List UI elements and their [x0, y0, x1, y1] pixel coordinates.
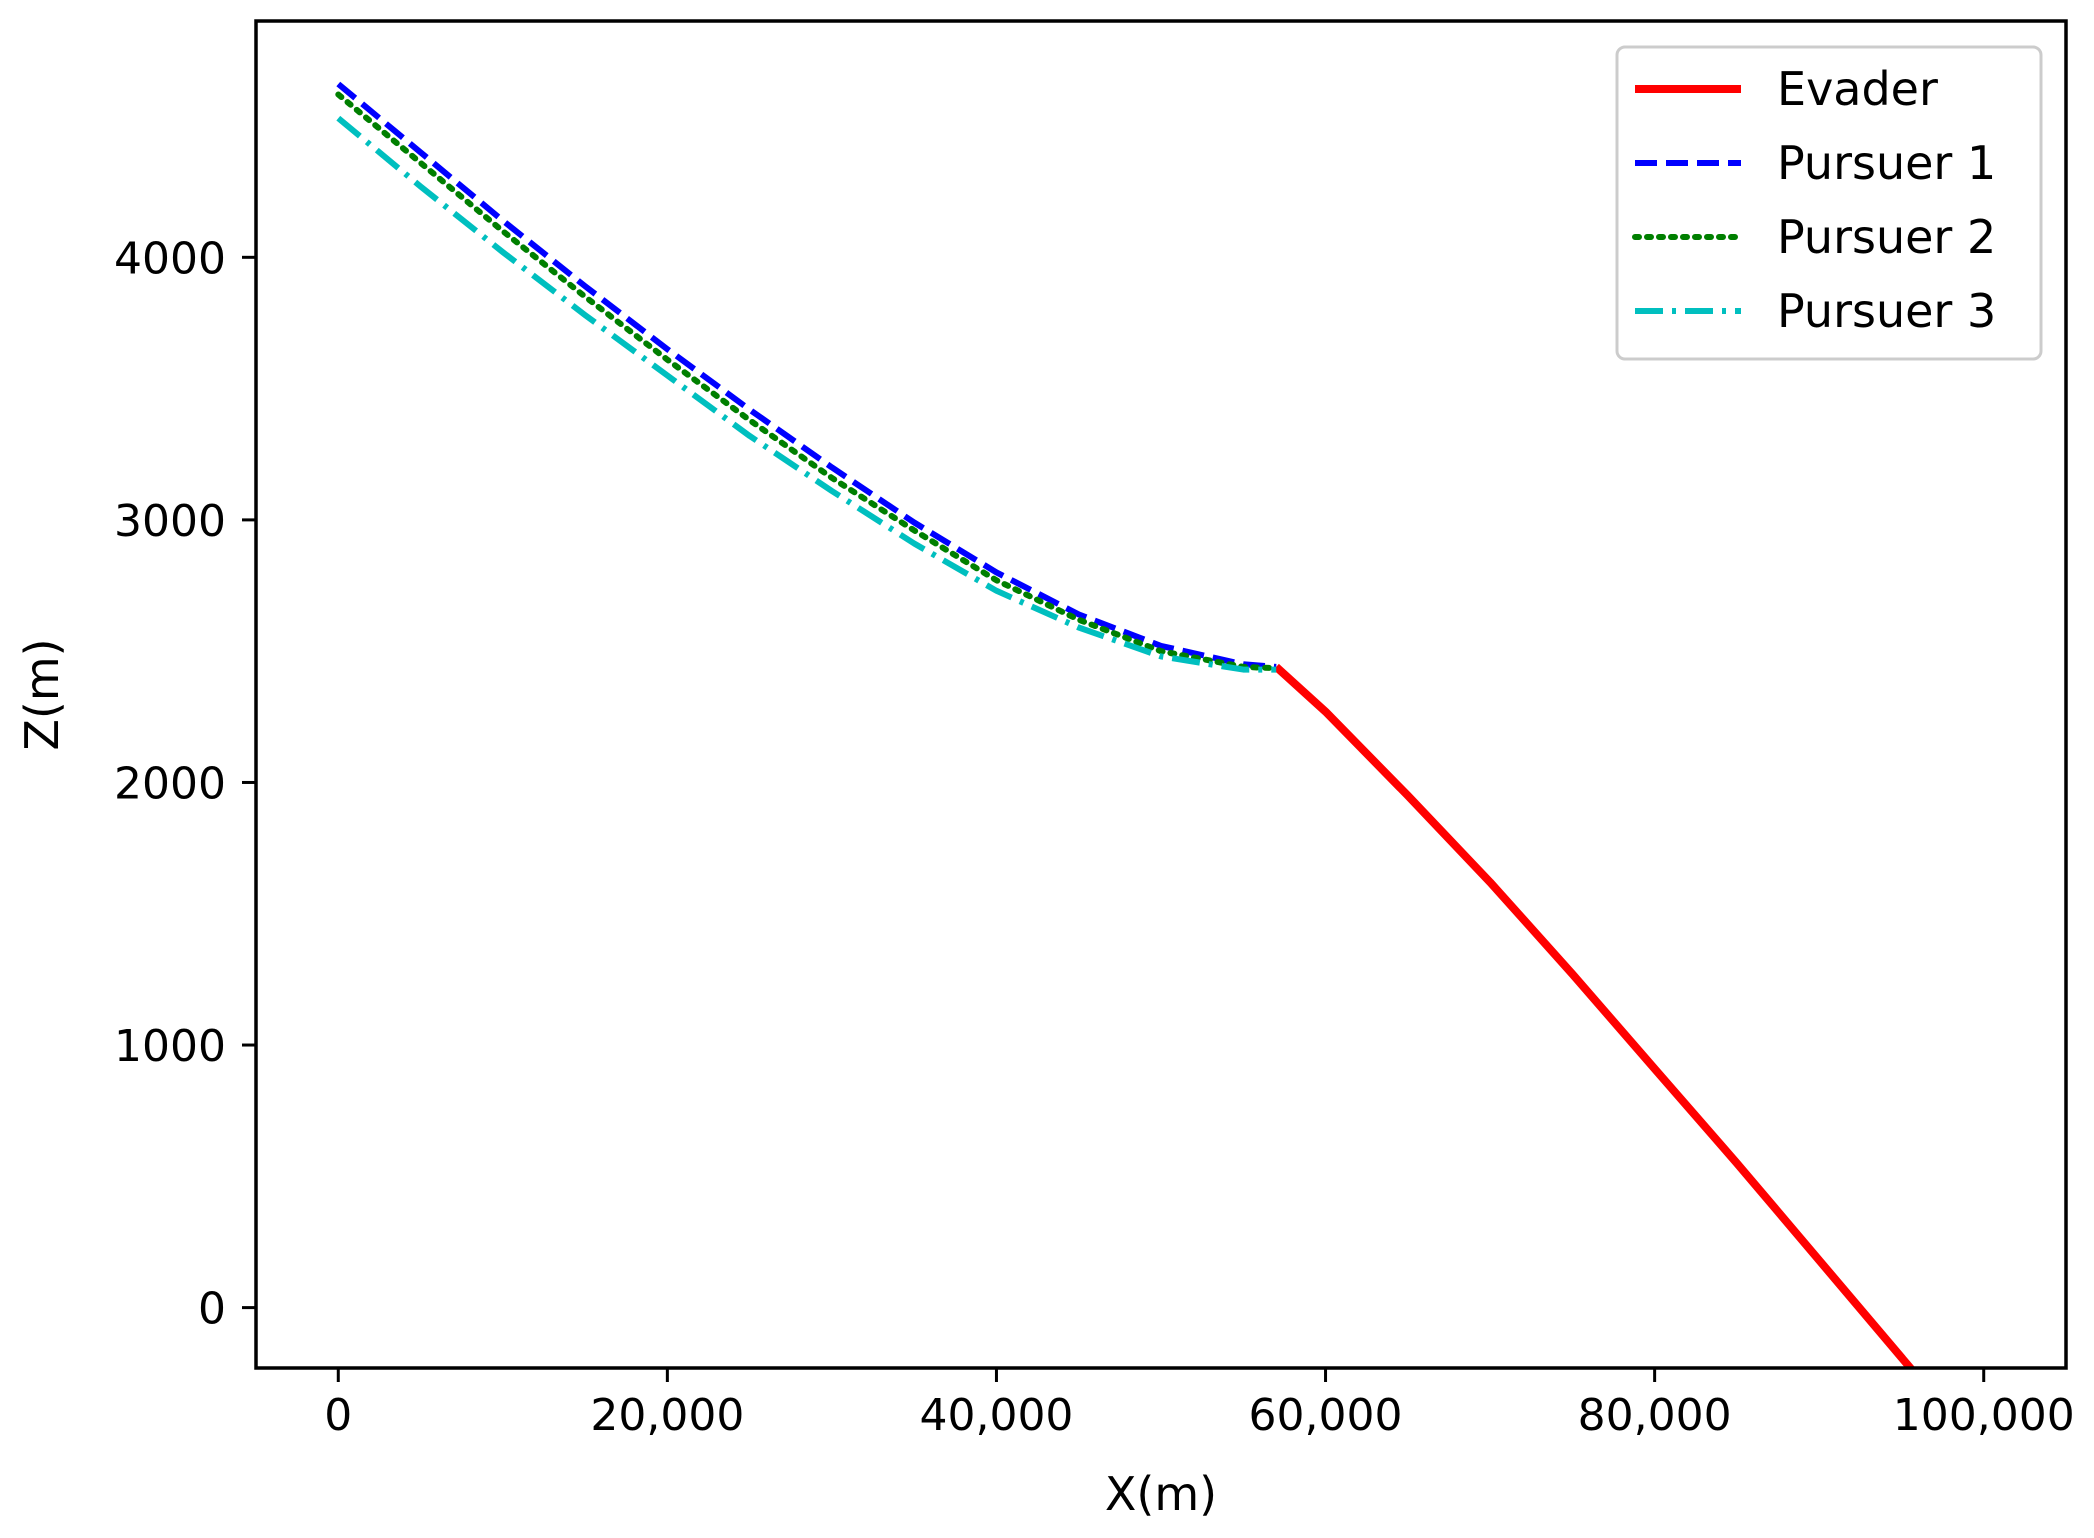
- x-tick-label: 60,000: [1249, 1390, 1403, 1441]
- x-tick-label: 80,000: [1578, 1390, 1732, 1441]
- y-tick-label: 2000: [114, 758, 226, 809]
- legend-label: Pursuer 3: [1777, 284, 1996, 338]
- x-tick-label: 20,000: [590, 1390, 744, 1441]
- y-tick-label: 3000: [114, 496, 226, 547]
- axes-frame: [254, 19, 2068, 1370]
- x-tick-label: 100,000: [1893, 1390, 2075, 1441]
- x-tick-label: 40,000: [919, 1390, 1073, 1441]
- legend-box: [1615, 45, 2043, 361]
- legend-label: Pursuer 2: [1777, 210, 1996, 264]
- x-axis-label: X(m): [1105, 1467, 1217, 1521]
- legend-label: Evader: [1777, 62, 1938, 116]
- y-tick-label: 1000: [114, 1021, 226, 1072]
- legend-label: Pursuer 1: [1777, 136, 1996, 190]
- series-line-pursuer-3: [336, 115, 1277, 673]
- plot-area: [335, 81, 1916, 1368]
- y-axis-label: Z(m): [15, 638, 69, 750]
- series-line-pursuer-1: [336, 81, 1277, 670]
- legend: Evader Pursuer 1 Pursuer 2 Pursuer 3: [1615, 45, 2043, 361]
- y-tick-label: 4000: [114, 233, 226, 284]
- axes: 0 20,000 40,000 60,000 80,000 100,000 0 1000 200…: [114, 19, 2075, 1441]
- x-tick-label: 0: [324, 1390, 352, 1441]
- series-line-evader: [1273, 663, 1916, 1368]
- series-line-pursuer-2: [335, 91, 1280, 672]
- y-tick-label: 0: [198, 1284, 226, 1335]
